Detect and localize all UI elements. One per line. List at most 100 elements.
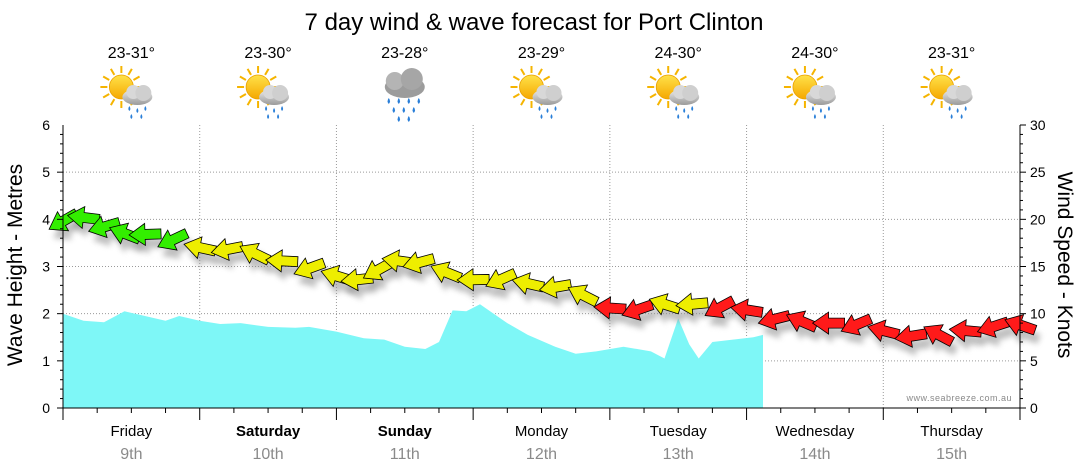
sun-ray xyxy=(127,68,133,76)
chart-title: 7 day wind & wave forecast for Port Clin… xyxy=(305,9,764,36)
sun-ray xyxy=(109,68,116,76)
sun-ray xyxy=(264,68,270,76)
day-labels: Friday 9th Saturday 10th Sunday 11th Monday 12t… xyxy=(111,423,984,463)
sun-ray xyxy=(102,75,110,81)
left-tick-label: 1 xyxy=(42,353,50,369)
rain-drop xyxy=(964,106,967,111)
wind-arrow xyxy=(923,324,955,347)
rain-drop xyxy=(819,108,822,113)
right-tick-label: 25 xyxy=(1030,164,1046,180)
rain-drop xyxy=(130,114,133,119)
wind-arrow xyxy=(1004,313,1038,337)
wind-arrow xyxy=(265,249,299,273)
daily-weather-row: 23-31° 23-30° 23-28° 23-29° 24-30° 24-30° 23-3… xyxy=(100,45,975,122)
rain-drop xyxy=(554,106,557,111)
wind-arrow xyxy=(811,311,845,335)
sun-ray xyxy=(786,93,794,99)
rain-drop xyxy=(407,116,411,122)
wave-height-area xyxy=(63,304,763,408)
rain-drop xyxy=(960,114,963,119)
day-date-label: 12th xyxy=(526,446,557,463)
rain-drop xyxy=(546,108,549,113)
rain-drop xyxy=(265,106,268,111)
right-tick-label: 30 xyxy=(1030,117,1046,133)
sun-ray xyxy=(512,75,520,81)
wind-arrow xyxy=(567,284,600,308)
rain-drop xyxy=(397,116,401,122)
axes: 0 1 2 3 4 5 6 0 5 10 15 20 25 30 xyxy=(42,117,1046,420)
rain-drop xyxy=(128,106,131,111)
right-tick-label: 10 xyxy=(1030,306,1046,322)
wind-arrow xyxy=(402,251,436,274)
sun-ray xyxy=(512,93,520,99)
left-axis-title: Wave Height - Metres xyxy=(4,164,27,366)
rain-drop xyxy=(402,107,406,113)
sun-ray xyxy=(537,68,543,76)
day-date-label: 15th xyxy=(936,446,967,463)
left-tick-label: 0 xyxy=(42,400,50,416)
left-tick-label: 4 xyxy=(42,211,50,227)
sun-ray xyxy=(109,98,116,106)
rain-drop xyxy=(273,108,276,113)
wind-arrow xyxy=(538,275,573,299)
wave-height-fill xyxy=(63,304,763,408)
wind-arrow xyxy=(128,222,162,247)
cloud-puff xyxy=(682,85,699,101)
rain-drop xyxy=(956,108,959,113)
sun-ray xyxy=(674,68,680,76)
wind-arrows xyxy=(48,205,1038,348)
cloud-puff xyxy=(818,85,835,101)
wind-arrow-shadow xyxy=(461,277,494,300)
sun-ray xyxy=(649,75,657,81)
source-credit: www.seabreeze.com.au xyxy=(905,393,1012,403)
sun-ray xyxy=(520,98,526,106)
temp-range-label: 24-30° xyxy=(791,45,838,62)
rain-drop xyxy=(813,114,816,119)
sun-ray xyxy=(930,68,936,76)
rain-drop xyxy=(387,98,391,104)
day-name-label: Saturday xyxy=(236,423,301,440)
rain-drop xyxy=(540,114,543,119)
day-date-label: 14th xyxy=(799,446,830,463)
wind-arrow-shadow xyxy=(215,247,248,270)
sun-cloud-rain-icon xyxy=(783,66,836,119)
sun-ray xyxy=(239,93,247,99)
day-date-label: 13th xyxy=(663,446,694,463)
day-date-label: 11th xyxy=(390,446,420,463)
wind-arrow xyxy=(840,313,874,336)
sun-cloud-rain-icon xyxy=(237,66,290,119)
rain-drop xyxy=(677,114,680,119)
wind-arrow-shadow xyxy=(762,317,795,339)
sun-ray xyxy=(649,93,657,99)
temp-range-label: 23-31° xyxy=(108,45,155,62)
day-name-label: Monday xyxy=(515,423,569,440)
day-date-label: 9th xyxy=(120,446,142,463)
right-tick-label: 20 xyxy=(1030,211,1046,227)
sun-ray xyxy=(656,68,663,76)
sun-ray xyxy=(239,75,247,81)
sun-ray xyxy=(269,75,277,81)
wind-arrow xyxy=(621,298,655,321)
rain-drop xyxy=(277,114,280,119)
sun-ray xyxy=(520,68,526,76)
rain-drop xyxy=(144,106,147,111)
rain-drop xyxy=(397,98,401,104)
sun-ray xyxy=(132,75,141,81)
cloud-puff xyxy=(400,68,423,90)
rain-cloud-icon xyxy=(384,68,425,122)
wind-arrow xyxy=(704,295,737,319)
rain-drop xyxy=(687,114,690,119)
left-tick-label: 6 xyxy=(42,117,50,133)
wind-arrow xyxy=(87,215,122,239)
right-tick-label: 5 xyxy=(1030,353,1038,369)
day-name-label: Tuesday xyxy=(650,423,707,440)
rain-drop xyxy=(948,106,951,111)
wind-arrow xyxy=(157,228,190,251)
wind-arrow xyxy=(730,298,764,322)
sun-ray xyxy=(811,68,817,76)
sun-ray xyxy=(786,75,794,81)
sun-ray xyxy=(922,75,931,81)
rain-drop xyxy=(407,98,411,104)
